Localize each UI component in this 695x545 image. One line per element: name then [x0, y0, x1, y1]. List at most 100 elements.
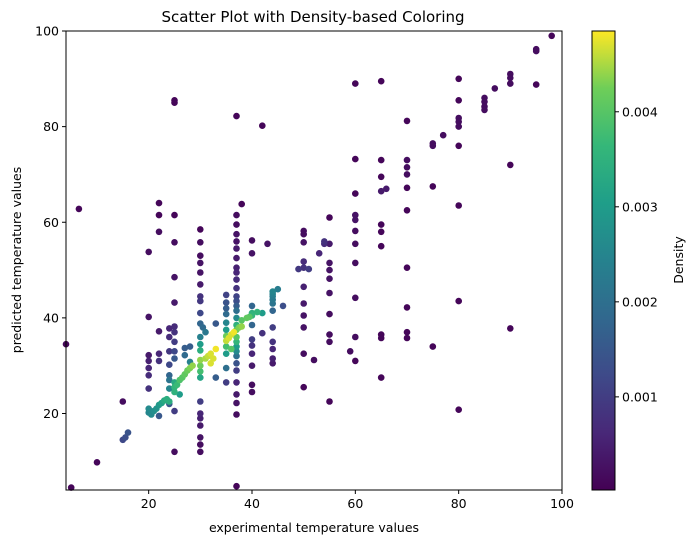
- data-point: [145, 357, 152, 365]
- data-point: [171, 388, 178, 396]
- data-point: [352, 80, 359, 87]
- plot-frame: [65, 30, 563, 491]
- x-tick-label: 40: [244, 496, 260, 511]
- data-point: [352, 190, 359, 197]
- data-point: [269, 288, 277, 295]
- data-point: [197, 368, 204, 375]
- data-point: [197, 281, 204, 288]
- data-point: [238, 317, 245, 324]
- data-point: [326, 266, 333, 274]
- data-point: [145, 405, 152, 413]
- data-point: [326, 398, 333, 405]
- data-point: [233, 338, 240, 346]
- data-point: [171, 239, 178, 246]
- data-point: [274, 285, 282, 293]
- data-point: [233, 284, 240, 292]
- data-point: [377, 228, 385, 236]
- data-point: [233, 238, 240, 245]
- data-point: [171, 407, 178, 415]
- data-point: [233, 293, 240, 300]
- data-point: [197, 374, 204, 381]
- data-point: [197, 434, 204, 441]
- data-point: [491, 85, 499, 92]
- data-point: [233, 360, 240, 367]
- data-point: [171, 448, 178, 456]
- data-point: [507, 80, 514, 87]
- data-point: [197, 252, 204, 259]
- data-point: [222, 364, 230, 372]
- data-point: [377, 173, 385, 181]
- data-point: [326, 310, 333, 318]
- data-point: [481, 98, 488, 106]
- data-point: [300, 230, 308, 238]
- data-point: [377, 77, 385, 85]
- data-point: [222, 310, 230, 318]
- data-point: [326, 214, 333, 221]
- data-point: [189, 362, 196, 370]
- x-axis-ticks: 20 40 60 80 100: [141, 490, 574, 511]
- data-point: [455, 202, 463, 209]
- data-point: [233, 391, 240, 398]
- data-point: [171, 338, 178, 346]
- data-point: [197, 422, 204, 429]
- data-point: [248, 336, 256, 343]
- data-point: [507, 325, 514, 332]
- data-point: [171, 299, 178, 306]
- data-point: [315, 250, 323, 257]
- data-point: [352, 240, 359, 248]
- colorbar-tick-label: 0.004: [622, 104, 658, 119]
- data-point: [197, 293, 204, 300]
- data-point: [300, 350, 308, 358]
- data-point: [300, 312, 308, 319]
- data-point: [300, 300, 308, 307]
- y-tick-label: 100: [35, 24, 59, 39]
- data-point: [233, 221, 240, 228]
- data-point: [403, 164, 411, 171]
- data-point: [248, 350, 256, 358]
- data-point: [145, 364, 152, 372]
- data-point: [532, 47, 540, 55]
- data-point: [197, 448, 204, 456]
- data-point: [233, 230, 240, 238]
- data-point: [532, 81, 540, 88]
- colorbar-tick-label: 0.003: [622, 199, 658, 214]
- data-point: [403, 334, 411, 342]
- data-point: [403, 264, 411, 272]
- data-point: [145, 372, 152, 379]
- data-point: [377, 374, 385, 381]
- data-point: [269, 338, 277, 346]
- data-point: [197, 347, 204, 354]
- data-point: [233, 348, 240, 355]
- data-point: [233, 343, 240, 350]
- data-point: [377, 221, 385, 228]
- data-point: [300, 383, 308, 391]
- data-point: [507, 161, 514, 169]
- data-point: [248, 342, 256, 349]
- data-point: [145, 351, 152, 359]
- data-point: [155, 328, 163, 335]
- data-point: [197, 226, 204, 233]
- data-point: [197, 333, 204, 341]
- data-point: [233, 399, 240, 407]
- data-point: [352, 333, 359, 341]
- data-point: [403, 156, 411, 164]
- data-point: [429, 183, 437, 190]
- data-point: [352, 211, 359, 219]
- data-point: [166, 376, 173, 384]
- data-point: [233, 276, 240, 283]
- data-point: [300, 283, 308, 291]
- data-point: [222, 305, 230, 312]
- data-point: [155, 199, 163, 207]
- data-point: [75, 205, 83, 213]
- data-point: [233, 307, 240, 315]
- y-tick-label: 80: [43, 119, 59, 134]
- data-point: [233, 254, 240, 262]
- data-point: [166, 385, 173, 392]
- colorbar-label: Density: [671, 236, 686, 284]
- data-point: [352, 155, 359, 163]
- data-point: [67, 484, 75, 491]
- data-point: [259, 329, 266, 337]
- x-axis-label: experimental temperature values: [209, 520, 419, 535]
- data-point: [233, 112, 240, 120]
- y-tick-label: 60: [43, 215, 59, 230]
